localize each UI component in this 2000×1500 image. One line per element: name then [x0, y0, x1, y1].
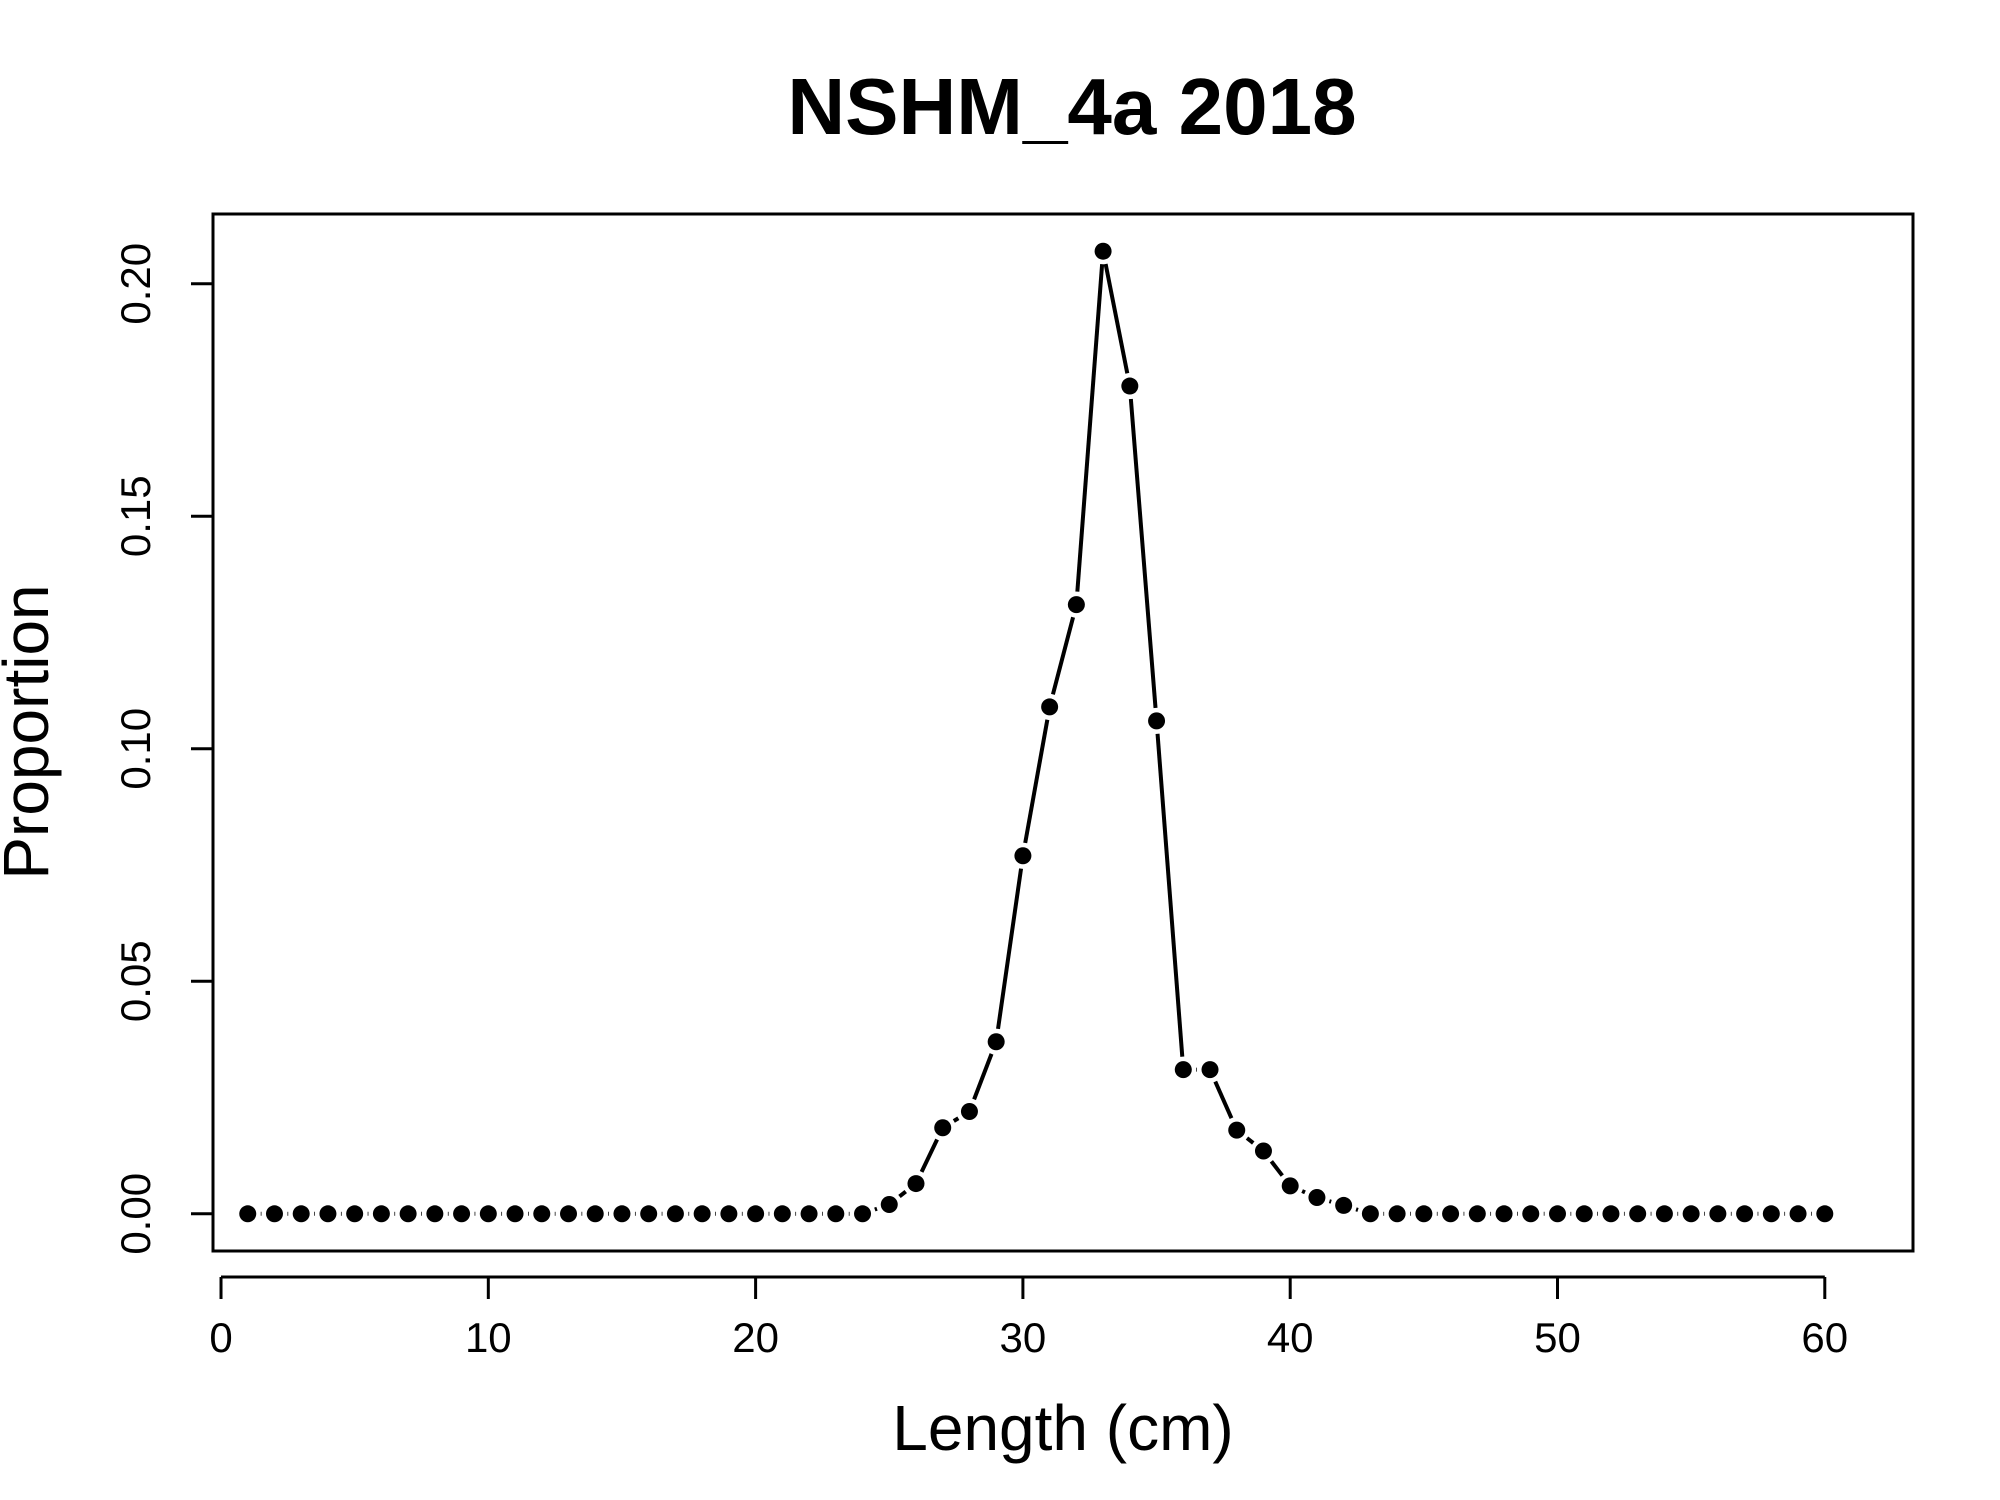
- data-point: [1709, 1205, 1727, 1223]
- x-tick-label: 0: [209, 1314, 232, 1361]
- x-tick-label: 50: [1534, 1314, 1581, 1361]
- data-point: [934, 1119, 952, 1137]
- data-point: [1014, 847, 1032, 865]
- plot-frame: [211, 212, 1915, 1253]
- data-point: [533, 1205, 551, 1223]
- data-point: [1736, 1205, 1754, 1223]
- data-point: [773, 1205, 791, 1223]
- series-segment: [1023, 719, 1050, 844]
- data-point: [1335, 1196, 1353, 1214]
- data-point: [1468, 1205, 1486, 1223]
- data-point: [239, 1205, 257, 1223]
- data-point: [1495, 1205, 1513, 1223]
- series-segment: [1301, 1189, 1306, 1195]
- data-point: [880, 1195, 898, 1213]
- series-segment: [1075, 264, 1105, 592]
- data-point: [1041, 698, 1059, 716]
- data-point: [399, 1205, 417, 1223]
- data-point: [479, 1205, 497, 1223]
- x-tick-label: 30: [1000, 1314, 1047, 1361]
- data-point: [1629, 1205, 1647, 1223]
- series-segment: [1355, 1207, 1359, 1212]
- data-point: [693, 1205, 711, 1223]
- data-point: [426, 1205, 444, 1223]
- series-segment: [1213, 1080, 1234, 1120]
- x-tick-label: 40: [1267, 1314, 1314, 1361]
- x-tick-label: 10: [465, 1314, 512, 1361]
- data-point: [800, 1205, 818, 1223]
- y-tick-label: 0.20: [112, 243, 159, 325]
- data-point: [1522, 1205, 1540, 1223]
- data-point: [292, 1205, 310, 1223]
- data-point: [827, 1205, 845, 1223]
- y-axis-label: Proportion: [0, 584, 62, 879]
- series-segment: [952, 1116, 960, 1123]
- data-point: [613, 1205, 631, 1223]
- chart-title: NSHM_4a 2018: [787, 62, 1356, 151]
- data-point: [1067, 596, 1085, 614]
- data-point: [907, 1175, 925, 1193]
- x-axis-label: Length (cm): [892, 1392, 1233, 1464]
- data-point: [720, 1205, 738, 1223]
- y-tick-label: 0.05: [112, 940, 159, 1022]
- data-point: [506, 1205, 524, 1223]
- y-tick-label: 0.00: [112, 1173, 159, 1255]
- data-point: [560, 1205, 578, 1223]
- x-tick-label: 60: [1801, 1314, 1848, 1361]
- data-point: [1682, 1205, 1700, 1223]
- data-point: [960, 1102, 978, 1120]
- series-segment: [972, 1053, 994, 1101]
- data-point: [265, 1205, 283, 1223]
- series-segment: [1128, 398, 1158, 709]
- data-point: [1201, 1061, 1219, 1079]
- data-point: [1361, 1205, 1379, 1223]
- data-point: [1174, 1061, 1192, 1079]
- data-point: [453, 1205, 471, 1223]
- data-point: [1789, 1205, 1807, 1223]
- series-segment: [1155, 733, 1185, 1057]
- series-segment: [1050, 616, 1076, 695]
- series-segment: [1245, 1136, 1255, 1145]
- data-point: [1388, 1205, 1406, 1223]
- data-point: [1575, 1205, 1593, 1223]
- data-point: [666, 1205, 684, 1223]
- data-point: [1121, 377, 1139, 395]
- data-point: [640, 1205, 658, 1223]
- x-axis: 0 10 20 30 40 50 60: [209, 1275, 1848, 1361]
- data-point: [1094, 242, 1112, 260]
- series-line: [260, 263, 1812, 1216]
- data-point: [1442, 1205, 1460, 1223]
- data-point: [319, 1205, 337, 1223]
- data-point: [1762, 1205, 1780, 1223]
- series-segment: [996, 868, 1024, 1030]
- x-tick-label: 20: [732, 1314, 779, 1361]
- data-point: [1228, 1121, 1246, 1139]
- series-segment: [1269, 1160, 1284, 1177]
- data-point: [1816, 1205, 1834, 1223]
- data-point: [1254, 1142, 1272, 1160]
- data-point: [854, 1205, 872, 1223]
- series-segment: [874, 1206, 878, 1212]
- data-point: [1308, 1189, 1326, 1207]
- y-axis: 0.00 0.05 0.10 0.15 0.20: [112, 243, 215, 1255]
- data-point: [1655, 1205, 1673, 1223]
- data-point: [586, 1205, 604, 1223]
- series-points: [239, 242, 1834, 1223]
- data-point: [346, 1205, 364, 1223]
- data-point: [1415, 1205, 1433, 1223]
- data-point: [1148, 712, 1166, 730]
- y-tick-label: 0.10: [112, 708, 159, 790]
- series-segment: [898, 1190, 907, 1199]
- data-point: [1281, 1177, 1299, 1195]
- series-segment: [919, 1138, 939, 1173]
- series-segment: [1328, 1199, 1332, 1204]
- series-segment: [1103, 263, 1130, 374]
- data-point: [372, 1205, 390, 1223]
- data-point: [1602, 1205, 1620, 1223]
- data-point: [987, 1033, 1005, 1051]
- data-point: [747, 1205, 765, 1223]
- y-tick-label: 0.15: [112, 475, 159, 557]
- data-point: [1548, 1205, 1566, 1223]
